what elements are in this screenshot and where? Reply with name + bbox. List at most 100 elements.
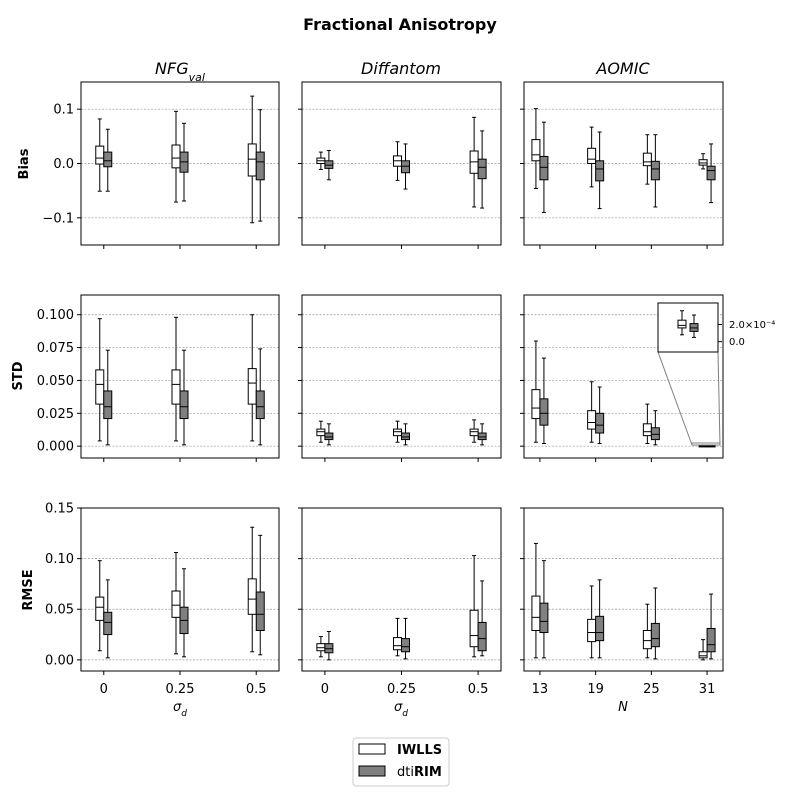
box-rim-0.5	[255, 109, 265, 222]
box-iwlls-0	[95, 118, 105, 192]
box-rim-0.5	[477, 130, 487, 209]
box-iwlls-0.25	[393, 141, 402, 181]
box-rim-0.5-iqr	[255, 390, 265, 420]
column-title-nfg: NFGval	[155, 59, 205, 84]
panel-std-nfgval: 0.100 0.075 0.050 0.025 0.000	[37, 294, 280, 462]
box-iwlls-19-iqr	[587, 147, 597, 164]
box-rim-31	[706, 593, 716, 660]
box-rim-0	[103, 579, 113, 659]
box-iwlls-0.25-iqr	[393, 428, 402, 437]
box-iwlls-0-iqr	[95, 145, 105, 165]
box-iwlls-13	[531, 340, 541, 443]
box-iwlls-0	[95, 560, 105, 652]
y-tick-label: 0.00	[45, 653, 74, 668]
box-rim-25	[650, 587, 660, 660]
box-rim-31-iqr	[706, 627, 716, 653]
box-rim-0.25-iqr	[401, 160, 410, 174]
panel-bias-diffantom	[298, 81, 502, 249]
box-iwlls-31-iqr	[698, 651, 708, 659]
panel-std-nfgval-boxes	[95, 314, 265, 446]
inset-y-tick-label: 0.0	[729, 337, 745, 348]
box-rim-31-iqr	[706, 165, 716, 181]
box-iwlls-0.5	[469, 419, 479, 443]
box-iwlls-0.5	[247, 526, 257, 653]
y-tick-label: 0.050	[37, 374, 74, 389]
box-rim-0.25	[179, 122, 189, 202]
box-iwlls-0	[95, 318, 105, 442]
box-iwlls-0.25	[171, 552, 181, 655]
box-iwlls-0.5	[469, 555, 479, 658]
box-iwlls-0.5	[247, 95, 257, 224]
box-iwlls-19	[587, 126, 597, 188]
box-iwlls-19-iqr	[587, 410, 597, 430]
box-rim-13	[539, 560, 549, 659]
legend-swatch-rim	[358, 765, 386, 777]
panel-rmse-aomic-frame	[523, 507, 724, 672]
box-rim-19	[595, 579, 605, 659]
box-iwlls-31	[698, 639, 708, 661]
box-iwlls-0-iqr	[316, 643, 326, 652]
box-rim-19-iqr	[595, 615, 605, 642]
inset-box-rim	[689, 314, 699, 338]
box-rim-0.25-iqr	[179, 390, 189, 420]
box-rim-19-iqr	[595, 160, 605, 182]
box-iwlls-0-iqr	[95, 369, 105, 405]
panel-std-aomic-frame	[523, 294, 724, 459]
box-iwlls-19-iqr	[587, 618, 597, 643]
box-iwlls-0.5-iqr	[247, 578, 257, 615]
box-rim-13	[539, 357, 549, 445]
box-iwlls-25-iqr	[642, 423, 652, 437]
panel-rmse-diffantom-boxes	[316, 555, 487, 661]
zoom-inset: 2.0×10⁻⁴ 0.0	[657, 302, 775, 446]
box-rim-0-iqr	[103, 390, 113, 420]
box-rim-0-iqr	[324, 643, 334, 654]
inset-frame	[657, 302, 719, 353]
box-iwlls-0.25-iqr	[393, 637, 402, 651]
box-iwlls-0.25	[171, 316, 181, 442]
row-label-std: STD	[11, 361, 26, 390]
y-tick-label: 0.10	[45, 552, 74, 567]
box-iwlls-0.25	[393, 420, 402, 443]
column-title-diffantom: Diffantom	[361, 59, 441, 78]
y-tick-label: −0.1	[42, 211, 74, 226]
box-rim-25-iqr	[650, 622, 660, 648]
box-rim-0.5	[255, 534, 265, 656]
y-tick-label: 0.100	[37, 308, 74, 323]
inset-zoom-region	[691, 442, 721, 446]
x-tick-label: 0	[100, 682, 108, 697]
box-iwlls-0.5-iqr	[469, 609, 479, 648]
panel-bias-nfgval-frame	[80, 81, 280, 246]
box-rim-0	[324, 631, 334, 661]
x-axis-label-diffantom: σd	[394, 700, 408, 719]
box-rim-25-iqr	[650, 427, 660, 441]
panel-std-diffantom-boxes	[316, 419, 487, 446]
box-rim-0.25	[401, 143, 410, 190]
panel-bias-diffantom-boxes	[316, 116, 487, 209]
x-tick-label: 0.5	[468, 682, 489, 697]
box-rim-0.5-iqr	[255, 151, 265, 181]
box-rim-0.5-iqr	[477, 621, 487, 652]
inset-y-tick-label: 2.0×10⁻⁴	[729, 320, 775, 331]
box-iwlls-0.5	[469, 116, 479, 208]
box-rim-0.25	[179, 568, 189, 658]
panel-rmse-diffantom: 0 0.25 0.5	[298, 507, 502, 697]
panel-std-aomic	[520, 294, 724, 462]
box-iwlls-31-iqr	[698, 159, 708, 166]
box-rim-0.5-iqr	[477, 432, 487, 441]
box-rim-0.25	[401, 617, 410, 660]
panel-bias-nfgval-boxes	[95, 95, 265, 224]
y-tick-label: 0.0	[53, 157, 74, 172]
panel-rmse-nfgval: 0.15 0.10 0.05 0.00 0 0.25 0.5	[45, 502, 280, 697]
box-iwlls-31	[698, 153, 708, 170]
box-rim-0.25-iqr	[401, 638, 410, 653]
row-label-rmse: RMSE	[21, 569, 36, 610]
box-rim-13	[539, 121, 549, 213]
inset-connector-left	[657, 351, 693, 446]
box-iwlls-13	[531, 108, 541, 189]
legend-label-rim: dtiRIM	[397, 765, 442, 780]
x-axis-label-aomic: N	[618, 700, 628, 715]
column-title-aomic: AOMIC	[595, 59, 650, 78]
panel-bias-aomic-frame	[523, 81, 724, 246]
box-iwlls-0-iqr	[316, 428, 326, 437]
